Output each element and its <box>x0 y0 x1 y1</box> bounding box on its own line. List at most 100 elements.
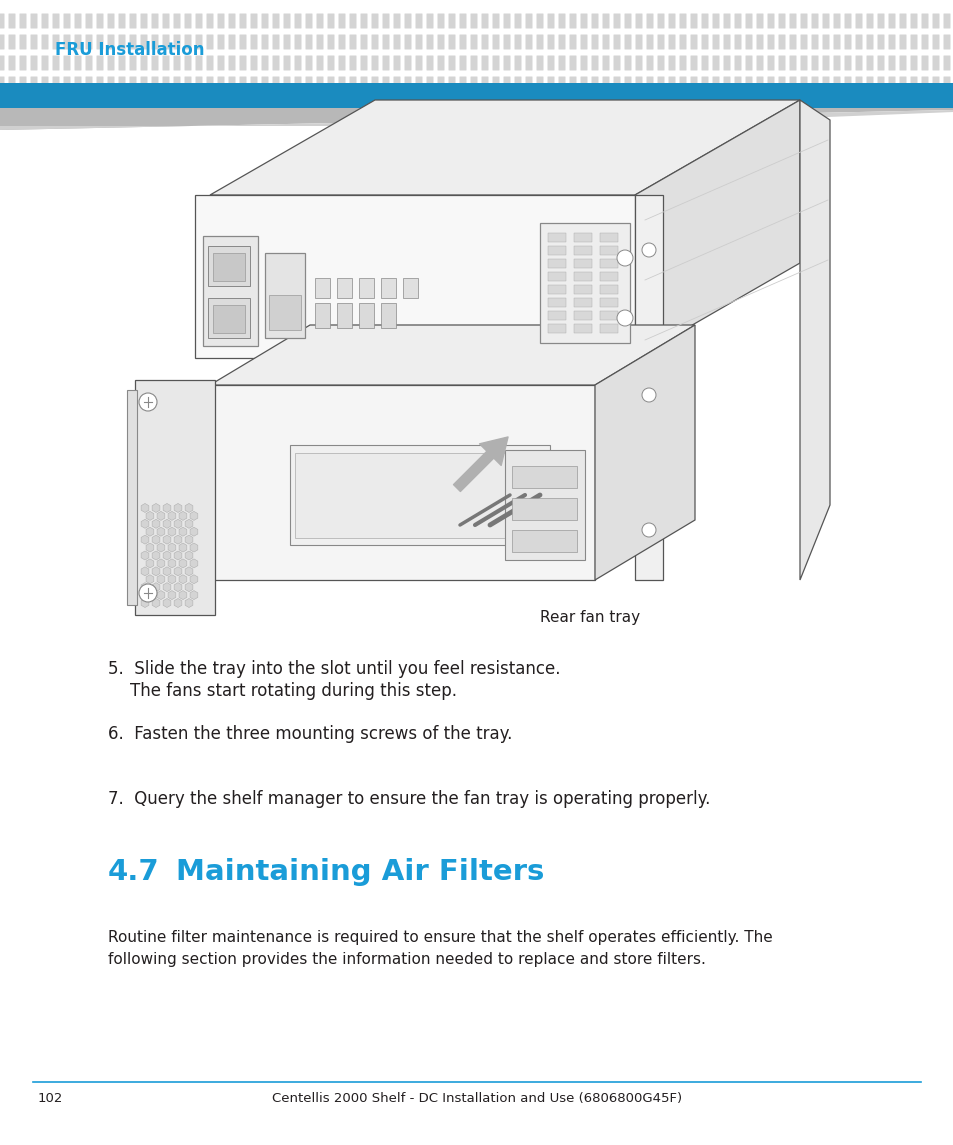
FancyBboxPatch shape <box>404 34 411 49</box>
Polygon shape <box>179 591 187 600</box>
FancyBboxPatch shape <box>294 77 301 92</box>
FancyBboxPatch shape <box>52 77 59 92</box>
FancyBboxPatch shape <box>909 55 917 71</box>
Polygon shape <box>146 512 153 520</box>
FancyBboxPatch shape <box>690 55 697 71</box>
Bar <box>574 259 592 268</box>
FancyBboxPatch shape <box>811 34 818 49</box>
FancyBboxPatch shape <box>42 14 49 29</box>
FancyBboxPatch shape <box>789 55 796 71</box>
FancyBboxPatch shape <box>42 34 49 49</box>
FancyBboxPatch shape <box>514 34 521 49</box>
FancyBboxPatch shape <box>789 77 796 92</box>
Polygon shape <box>0 108 953 131</box>
FancyBboxPatch shape <box>305 55 313 71</box>
FancyBboxPatch shape <box>173 14 180 29</box>
FancyBboxPatch shape <box>591 55 598 71</box>
Circle shape <box>641 523 656 537</box>
FancyBboxPatch shape <box>273 77 279 92</box>
FancyBboxPatch shape <box>261 77 268 92</box>
FancyBboxPatch shape <box>261 55 268 71</box>
FancyBboxPatch shape <box>470 55 477 71</box>
FancyBboxPatch shape <box>140 34 148 49</box>
FancyBboxPatch shape <box>382 55 389 71</box>
FancyBboxPatch shape <box>217 55 224 71</box>
FancyBboxPatch shape <box>349 34 356 49</box>
FancyBboxPatch shape <box>118 34 126 49</box>
Bar <box>547 246 565 255</box>
FancyBboxPatch shape <box>591 34 598 49</box>
FancyBboxPatch shape <box>327 34 335 49</box>
Text: 7.  Query the shelf manager to ensure the fan tray is operating properly.: 7. Query the shelf manager to ensure the… <box>108 790 710 808</box>
FancyBboxPatch shape <box>635 34 641 49</box>
FancyBboxPatch shape <box>833 34 840 49</box>
FancyBboxPatch shape <box>700 14 708 29</box>
FancyBboxPatch shape <box>756 55 762 71</box>
FancyBboxPatch shape <box>514 14 521 29</box>
FancyBboxPatch shape <box>404 55 411 71</box>
FancyBboxPatch shape <box>393 14 400 29</box>
Bar <box>599 259 618 268</box>
FancyBboxPatch shape <box>283 34 291 49</box>
FancyBboxPatch shape <box>843 55 851 71</box>
FancyBboxPatch shape <box>239 14 246 29</box>
FancyBboxPatch shape <box>921 55 927 71</box>
FancyBboxPatch shape <box>382 77 389 92</box>
Polygon shape <box>185 535 193 544</box>
FancyBboxPatch shape <box>602 14 609 29</box>
FancyBboxPatch shape <box>569 55 576 71</box>
FancyBboxPatch shape <box>833 14 840 29</box>
FancyBboxPatch shape <box>239 55 246 71</box>
Polygon shape <box>157 527 165 536</box>
FancyBboxPatch shape <box>316 14 323 29</box>
FancyBboxPatch shape <box>668 14 675 29</box>
FancyBboxPatch shape <box>657 34 664 49</box>
FancyBboxPatch shape <box>657 77 664 92</box>
Text: following section provides the information needed to replace and store filters.: following section provides the informati… <box>108 951 705 968</box>
Bar <box>547 324 565 333</box>
FancyBboxPatch shape <box>349 14 356 29</box>
Polygon shape <box>0 110 953 131</box>
FancyBboxPatch shape <box>217 77 224 92</box>
Bar <box>380 303 395 327</box>
FancyBboxPatch shape <box>921 77 927 92</box>
FancyBboxPatch shape <box>360 77 367 92</box>
FancyBboxPatch shape <box>74 34 81 49</box>
FancyBboxPatch shape <box>481 14 488 29</box>
FancyBboxPatch shape <box>305 34 313 49</box>
FancyBboxPatch shape <box>404 14 411 29</box>
FancyBboxPatch shape <box>646 34 653 49</box>
FancyBboxPatch shape <box>613 55 619 71</box>
Polygon shape <box>185 504 193 513</box>
FancyBboxPatch shape <box>86 55 92 71</box>
FancyBboxPatch shape <box>184 14 192 29</box>
FancyBboxPatch shape <box>613 77 619 92</box>
Bar <box>574 311 592 319</box>
FancyBboxPatch shape <box>579 77 587 92</box>
FancyBboxPatch shape <box>778 34 784 49</box>
FancyBboxPatch shape <box>843 77 851 92</box>
FancyBboxPatch shape <box>569 14 576 29</box>
FancyBboxPatch shape <box>327 77 335 92</box>
FancyBboxPatch shape <box>251 55 257 71</box>
FancyBboxPatch shape <box>931 77 939 92</box>
FancyBboxPatch shape <box>261 34 268 49</box>
FancyBboxPatch shape <box>217 14 224 29</box>
FancyBboxPatch shape <box>294 14 301 29</box>
FancyBboxPatch shape <box>360 14 367 29</box>
FancyBboxPatch shape <box>52 14 59 29</box>
Bar <box>547 298 565 307</box>
FancyBboxPatch shape <box>316 34 323 49</box>
FancyBboxPatch shape <box>668 77 675 92</box>
FancyBboxPatch shape <box>64 55 71 71</box>
FancyBboxPatch shape <box>909 14 917 29</box>
FancyBboxPatch shape <box>767 14 774 29</box>
FancyBboxPatch shape <box>744 34 752 49</box>
Polygon shape <box>173 599 182 608</box>
FancyBboxPatch shape <box>909 34 917 49</box>
FancyBboxPatch shape <box>767 77 774 92</box>
Bar <box>547 311 565 319</box>
FancyBboxPatch shape <box>74 77 81 92</box>
FancyBboxPatch shape <box>899 55 905 71</box>
FancyBboxPatch shape <box>690 34 697 49</box>
